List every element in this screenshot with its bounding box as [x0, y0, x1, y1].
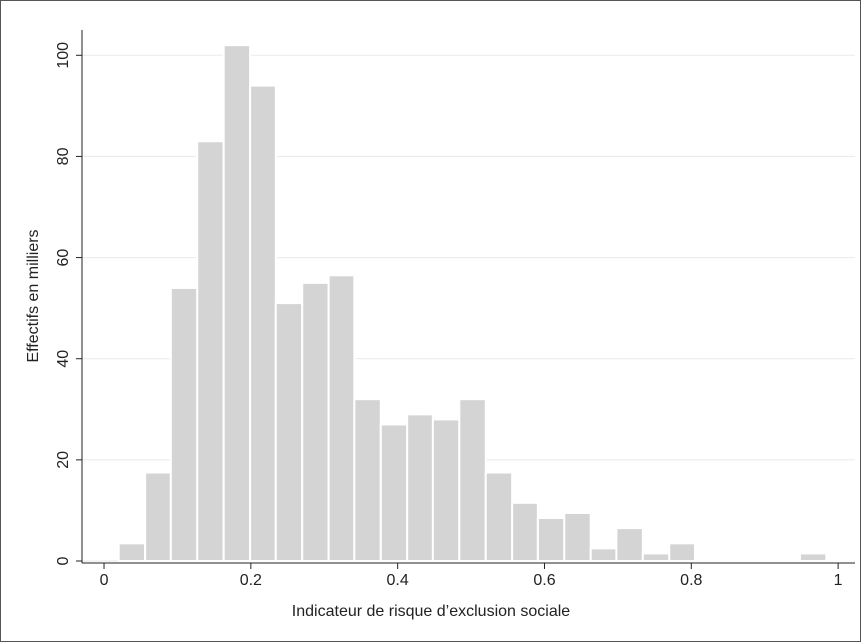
bar	[641, 552, 671, 563]
y-tick-label: 60	[55, 249, 72, 267]
bar	[353, 398, 382, 562]
y-tick-label: 0	[55, 556, 72, 565]
bar	[693, 558, 723, 562]
bar	[536, 517, 566, 562]
bar	[798, 552, 828, 563]
bar	[169, 286, 199, 562]
y-tick-label: 40	[55, 350, 72, 368]
bar	[431, 418, 461, 562]
y-tick-label: 100	[55, 42, 72, 69]
bar	[563, 511, 592, 563]
x-tick-label: 1	[834, 572, 843, 589]
bar	[196, 140, 225, 562]
bar	[458, 398, 487, 562]
x-tick-label: 0.4	[387, 572, 409, 589]
bar	[406, 413, 434, 563]
x-tick-label: 0.8	[680, 572, 702, 589]
bar	[825, 558, 854, 562]
bar	[668, 542, 696, 562]
bar	[484, 471, 514, 562]
bar	[249, 84, 277, 562]
x-axis-title: Indicateur de risque d’exclusion sociale	[292, 603, 570, 620]
bar	[274, 302, 304, 562]
bar	[222, 44, 252, 562]
x-tick-label: 0.2	[240, 572, 262, 589]
bar	[511, 501, 539, 563]
bar	[327, 274, 356, 562]
y-tick-label: 80	[55, 147, 72, 165]
y-axis-title: Effectifs en milliers	[25, 229, 42, 362]
bar	[144, 471, 172, 562]
bar	[720, 559, 749, 562]
bar	[746, 559, 776, 562]
x-tick-label: 0.6	[533, 572, 555, 589]
y-tick-label: 20	[55, 451, 72, 469]
bar	[301, 281, 330, 562]
bar	[589, 547, 618, 562]
bar	[615, 527, 644, 563]
x-tick-label: 0	[100, 572, 109, 589]
bar	[773, 559, 801, 562]
bar	[117, 542, 147, 562]
bar	[379, 423, 409, 563]
